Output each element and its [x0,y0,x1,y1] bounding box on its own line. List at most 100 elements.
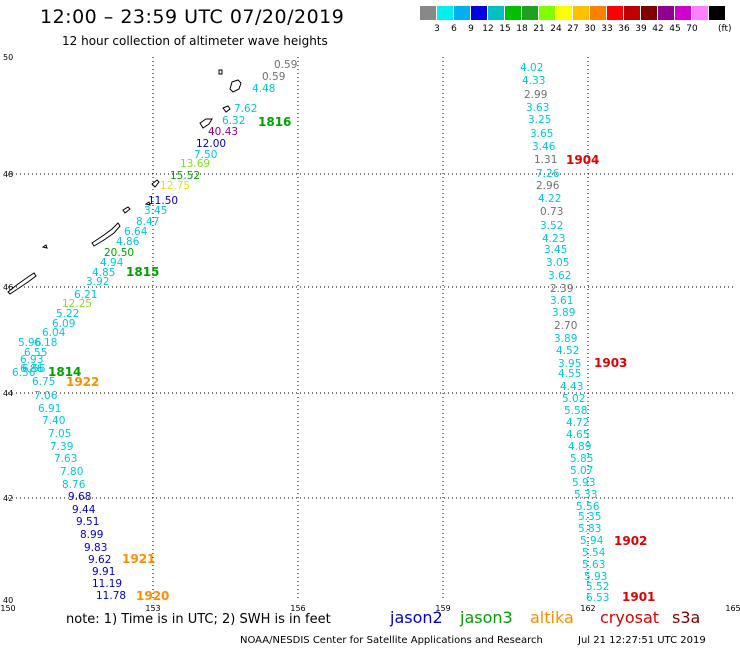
wave-height-value: 5.93 [572,477,595,489]
page-subtitle: 12 hour collection of altimeter wave hei… [62,34,328,48]
wave-height-value: 6.18 [34,337,57,349]
wave-height-value: 6.75 [32,376,55,388]
colorbar-swatch [539,6,555,20]
wave-height-value: 5.52 [586,581,609,593]
wave-height-value: 4.52 [556,345,579,357]
wave-height-value: 6.21 [74,289,97,301]
legend-jason2: jason2 [390,608,443,627]
wave-height-value: 7.80 [60,466,83,478]
wave-height-value: 6.93 [20,354,43,366]
colorbar-swatch [692,6,708,20]
wave-height-value: 20.50 [104,247,134,259]
wave-height-value: 6.91 [38,403,61,415]
pass-time-label: 1902 [614,534,647,548]
colorbar-swatch [658,6,674,20]
wave-height-value: 15.52 [170,170,200,182]
wave-height-value: 9.68 [68,491,91,503]
wave-height-value: 4.94 [100,257,124,269]
colorbar-swatch [624,6,640,20]
lon-tick-label: 156 [290,604,305,613]
lon-tick-label: 162 [580,604,595,613]
wave-height-value: 6.86 [20,363,44,375]
colorbar-swatch [675,6,691,20]
lat-lon-grid [8,57,733,600]
wave-height-value: 5.94 [580,535,604,547]
wave-height-value: 4.43 [560,381,583,393]
wave-height-value: 3.05 [546,257,569,269]
colorbar-label: 6 [451,24,457,34]
colorbar-swatch [505,6,521,20]
wave-height-value: 3.95 [558,358,581,370]
wave-height-value: 6.04 [42,327,66,339]
colorbar-label: 39 [635,24,647,34]
pass-time-label: 1922 [66,375,99,389]
wave-height-value: 2.99 [524,89,547,101]
legend-altika: altika [530,608,574,627]
wave-height-value: 4.85 [92,267,115,279]
wave-height-value: 4.33 [522,75,545,87]
wave-height-value: 3.25 [528,114,551,126]
colorbar-swatch [556,6,572,20]
wave-height-value: 3.63 [526,102,549,114]
wave-height-value: 5.83 [578,523,601,535]
pass-time-label: 1920 [136,589,169,603]
wave-height-value: 5.22 [56,308,79,320]
wave-height-value: 7.62 [234,103,257,115]
wave-height-value: 9.62 [88,554,111,566]
wave-height-value: 7.63 [54,453,77,465]
wave-height-value: 5.58 [564,405,587,417]
wave-height-value: 4.86 [116,236,140,248]
island-outline [222,105,231,113]
pass-time-label: 1815 [126,265,159,279]
lat-tick-label: 44 [3,389,13,398]
wave-height-value: 11.50 [148,195,178,207]
wave-height-value: 6.32 [222,115,245,127]
colorbar-label: 27 [567,24,579,34]
wave-height-value: 9.51 [76,516,99,528]
colorbar-label: 42 [652,24,664,34]
colorbar-swatch [437,6,453,20]
wave-height-value: 8.99 [80,529,103,541]
colorbar-swatch [709,6,725,20]
lat-tick-label: 46 [3,283,13,292]
colorbar-label: 70 [686,24,698,34]
island-outline [91,222,121,247]
pass-time-label: 1921 [122,552,155,566]
wave-height-value: 40.43 [208,126,238,138]
wave-height-value: 3.46 [532,141,556,153]
colorbar-swatch [573,6,589,20]
wave-height-value: 6.55 [24,347,47,359]
colorbar-label: 21 [533,24,545,34]
colorbar-swatch [522,6,538,20]
lat-tick-label: 42 [3,494,13,503]
colorbar-label: 3 [434,24,440,34]
colorbar-label: 24 [550,24,562,34]
pass-time-label: 1901 [622,590,655,604]
colorbar-label: 15 [499,24,511,34]
wave-height-value: 3.61 [550,295,573,307]
wave-height-value: 4.65 [566,429,589,441]
wave-height-value: 3.65 [530,128,553,140]
wave-height-value: 3.45 [144,205,167,217]
wave-height-value: 5.96 [18,337,42,349]
wave-height-value: 12.00 [196,138,226,150]
wave-height-value: 11.78 [96,590,126,602]
wave-height-value: 5.07 [570,465,593,477]
island-outline [41,244,48,249]
wave-height-value: 12.25 [62,298,92,310]
colorbar-label: 12 [482,24,494,34]
wave-height-value: 4.48 [252,83,275,95]
footnote: note: 1) Time is in UTC; 2) SWH is in fe… [66,612,331,627]
pass-time-label: 1903 [594,356,627,370]
lat-tick-label: 50 [3,53,13,62]
lat-tick-label: 40 [3,596,13,605]
colorbar-swatch [590,6,606,20]
wave-height-value: 5.93 [584,571,607,583]
wave-height-value: 6.53 [586,592,609,604]
lon-tick-label: 165 [725,604,740,613]
legend-s3a: s3a [672,608,701,627]
colorbar-swatch [454,6,470,20]
wave-height-value: 2.39 [550,283,573,295]
wave-height-value: 7.40 [42,415,65,427]
